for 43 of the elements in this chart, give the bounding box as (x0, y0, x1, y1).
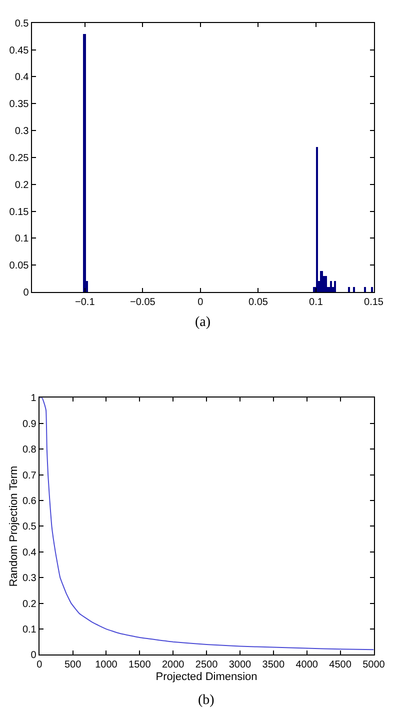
y-tick-label: 1 (30, 393, 37, 404)
x-tick-label: 4000 (296, 660, 318, 671)
y-tick-label: 0.25 (9, 152, 30, 164)
x-tick-label: 4500 (329, 660, 352, 671)
y-tick-label: 0.15 (9, 206, 30, 218)
x-tick-label: 1500 (128, 660, 152, 671)
x-axis-title: Projected Dimension (156, 670, 258, 683)
y-tick-label: 0.8 (22, 444, 37, 456)
x-tick-label: 3000 (228, 660, 252, 671)
y-tick-label: 0.4 (14, 72, 30, 84)
y-tick-label: 0.2 (14, 180, 30, 191)
x-tick-label: 3500 (262, 660, 285, 671)
y-tick-label: 0.45 (9, 45, 30, 56)
y-tick-label: 0.3 (22, 573, 37, 584)
y-tick-label: 0.1 (14, 234, 30, 245)
y-tick-label: 0 (30, 650, 37, 662)
x-tick-label: 1000 (95, 660, 118, 671)
y-tick-label: 0.35 (9, 99, 30, 110)
y-tick-label: 0.3 (14, 126, 30, 138)
x-tick-label: 2500 (195, 660, 218, 671)
y-tick-label: 0.7 (22, 470, 37, 482)
y-tick-label: 0.4 (22, 547, 37, 558)
y-tick-label: 0.2 (22, 598, 37, 610)
y-axis-title: Random Projection Term (8, 466, 20, 587)
x-tick-label: 0.05 (248, 297, 268, 308)
y-tick-label: 0.1 (22, 624, 37, 636)
x-tick-label: 5000 (362, 660, 386, 671)
y-tick-label: 0.05 (9, 260, 30, 272)
x-tick-label: −0.05 (130, 297, 156, 308)
y-tick-label: 0.9 (22, 418, 37, 430)
text: (a) (195, 315, 211, 330)
y-tick-label: 0.6 (22, 496, 37, 508)
y-tick-label: 0.5 (14, 18, 30, 30)
x-tick-label: 0.1 (309, 297, 324, 308)
x-tick-label: 0.15 (364, 297, 384, 308)
x-tick-label: 500 (64, 660, 82, 671)
line-series (39, 398, 374, 650)
x-tick-label: 2000 (162, 660, 185, 671)
x-tick-label: 0 (198, 297, 204, 308)
y-tick-label: 0 (23, 288, 30, 299)
x-tick-label: −0.1 (75, 297, 96, 308)
text: (b) (198, 693, 215, 708)
y-tick-label: 0.5 (22, 522, 37, 533)
